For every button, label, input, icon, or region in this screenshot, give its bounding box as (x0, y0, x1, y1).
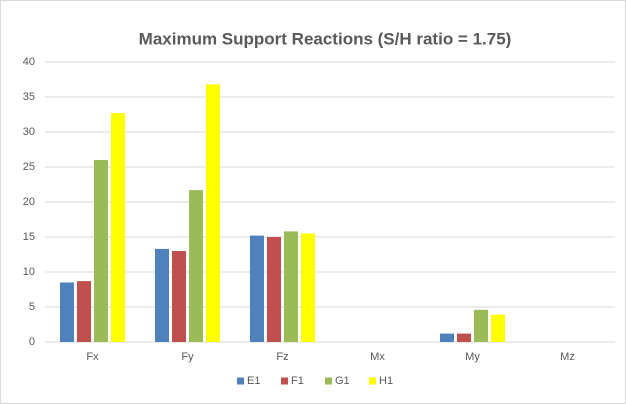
y-tick-label: 0 (29, 336, 35, 348)
bar (440, 333, 454, 342)
bar (457, 333, 471, 342)
bar (284, 231, 298, 342)
legend-swatch (237, 377, 244, 385)
x-tick-label: Fz (276, 351, 288, 363)
y-tick-label: 15 (23, 231, 35, 243)
bar (189, 190, 203, 342)
legend-label: E1 (247, 375, 260, 387)
legend-label: F1 (291, 375, 304, 387)
y-tick-label: 20 (23, 196, 35, 208)
x-tick-label: Mz (560, 351, 575, 363)
legend-swatch (281, 377, 288, 385)
legend-swatch (369, 377, 376, 385)
bar (155, 248, 169, 342)
legend-swatch (325, 377, 332, 385)
x-tick-label: Mx (370, 351, 385, 363)
y-tick-label: 5 (29, 301, 35, 313)
y-tick-label: 35 (23, 91, 35, 103)
bar (206, 84, 220, 343)
legend-label: G1 (335, 375, 350, 387)
bar (60, 282, 74, 342)
bar (474, 309, 488, 342)
bar (491, 314, 505, 342)
y-tick-label: 40 (23, 56, 35, 68)
bar (94, 160, 108, 342)
bar (172, 251, 186, 342)
bar (267, 237, 281, 342)
y-tick-label: 25 (23, 161, 35, 173)
x-tick-label: Fy (181, 351, 194, 363)
legend-label: H1 (379, 375, 393, 387)
bar (301, 233, 315, 342)
chart-title: Maximum Support Reactions (S/H ratio = 1… (139, 29, 512, 48)
y-tick-label: 10 (23, 266, 35, 278)
x-tick-label: My (465, 351, 480, 363)
x-tick-label: Fx (86, 351, 99, 363)
y-tick-label: 30 (23, 126, 35, 138)
bar (111, 113, 125, 342)
bar (77, 281, 91, 342)
bar (250, 235, 264, 342)
